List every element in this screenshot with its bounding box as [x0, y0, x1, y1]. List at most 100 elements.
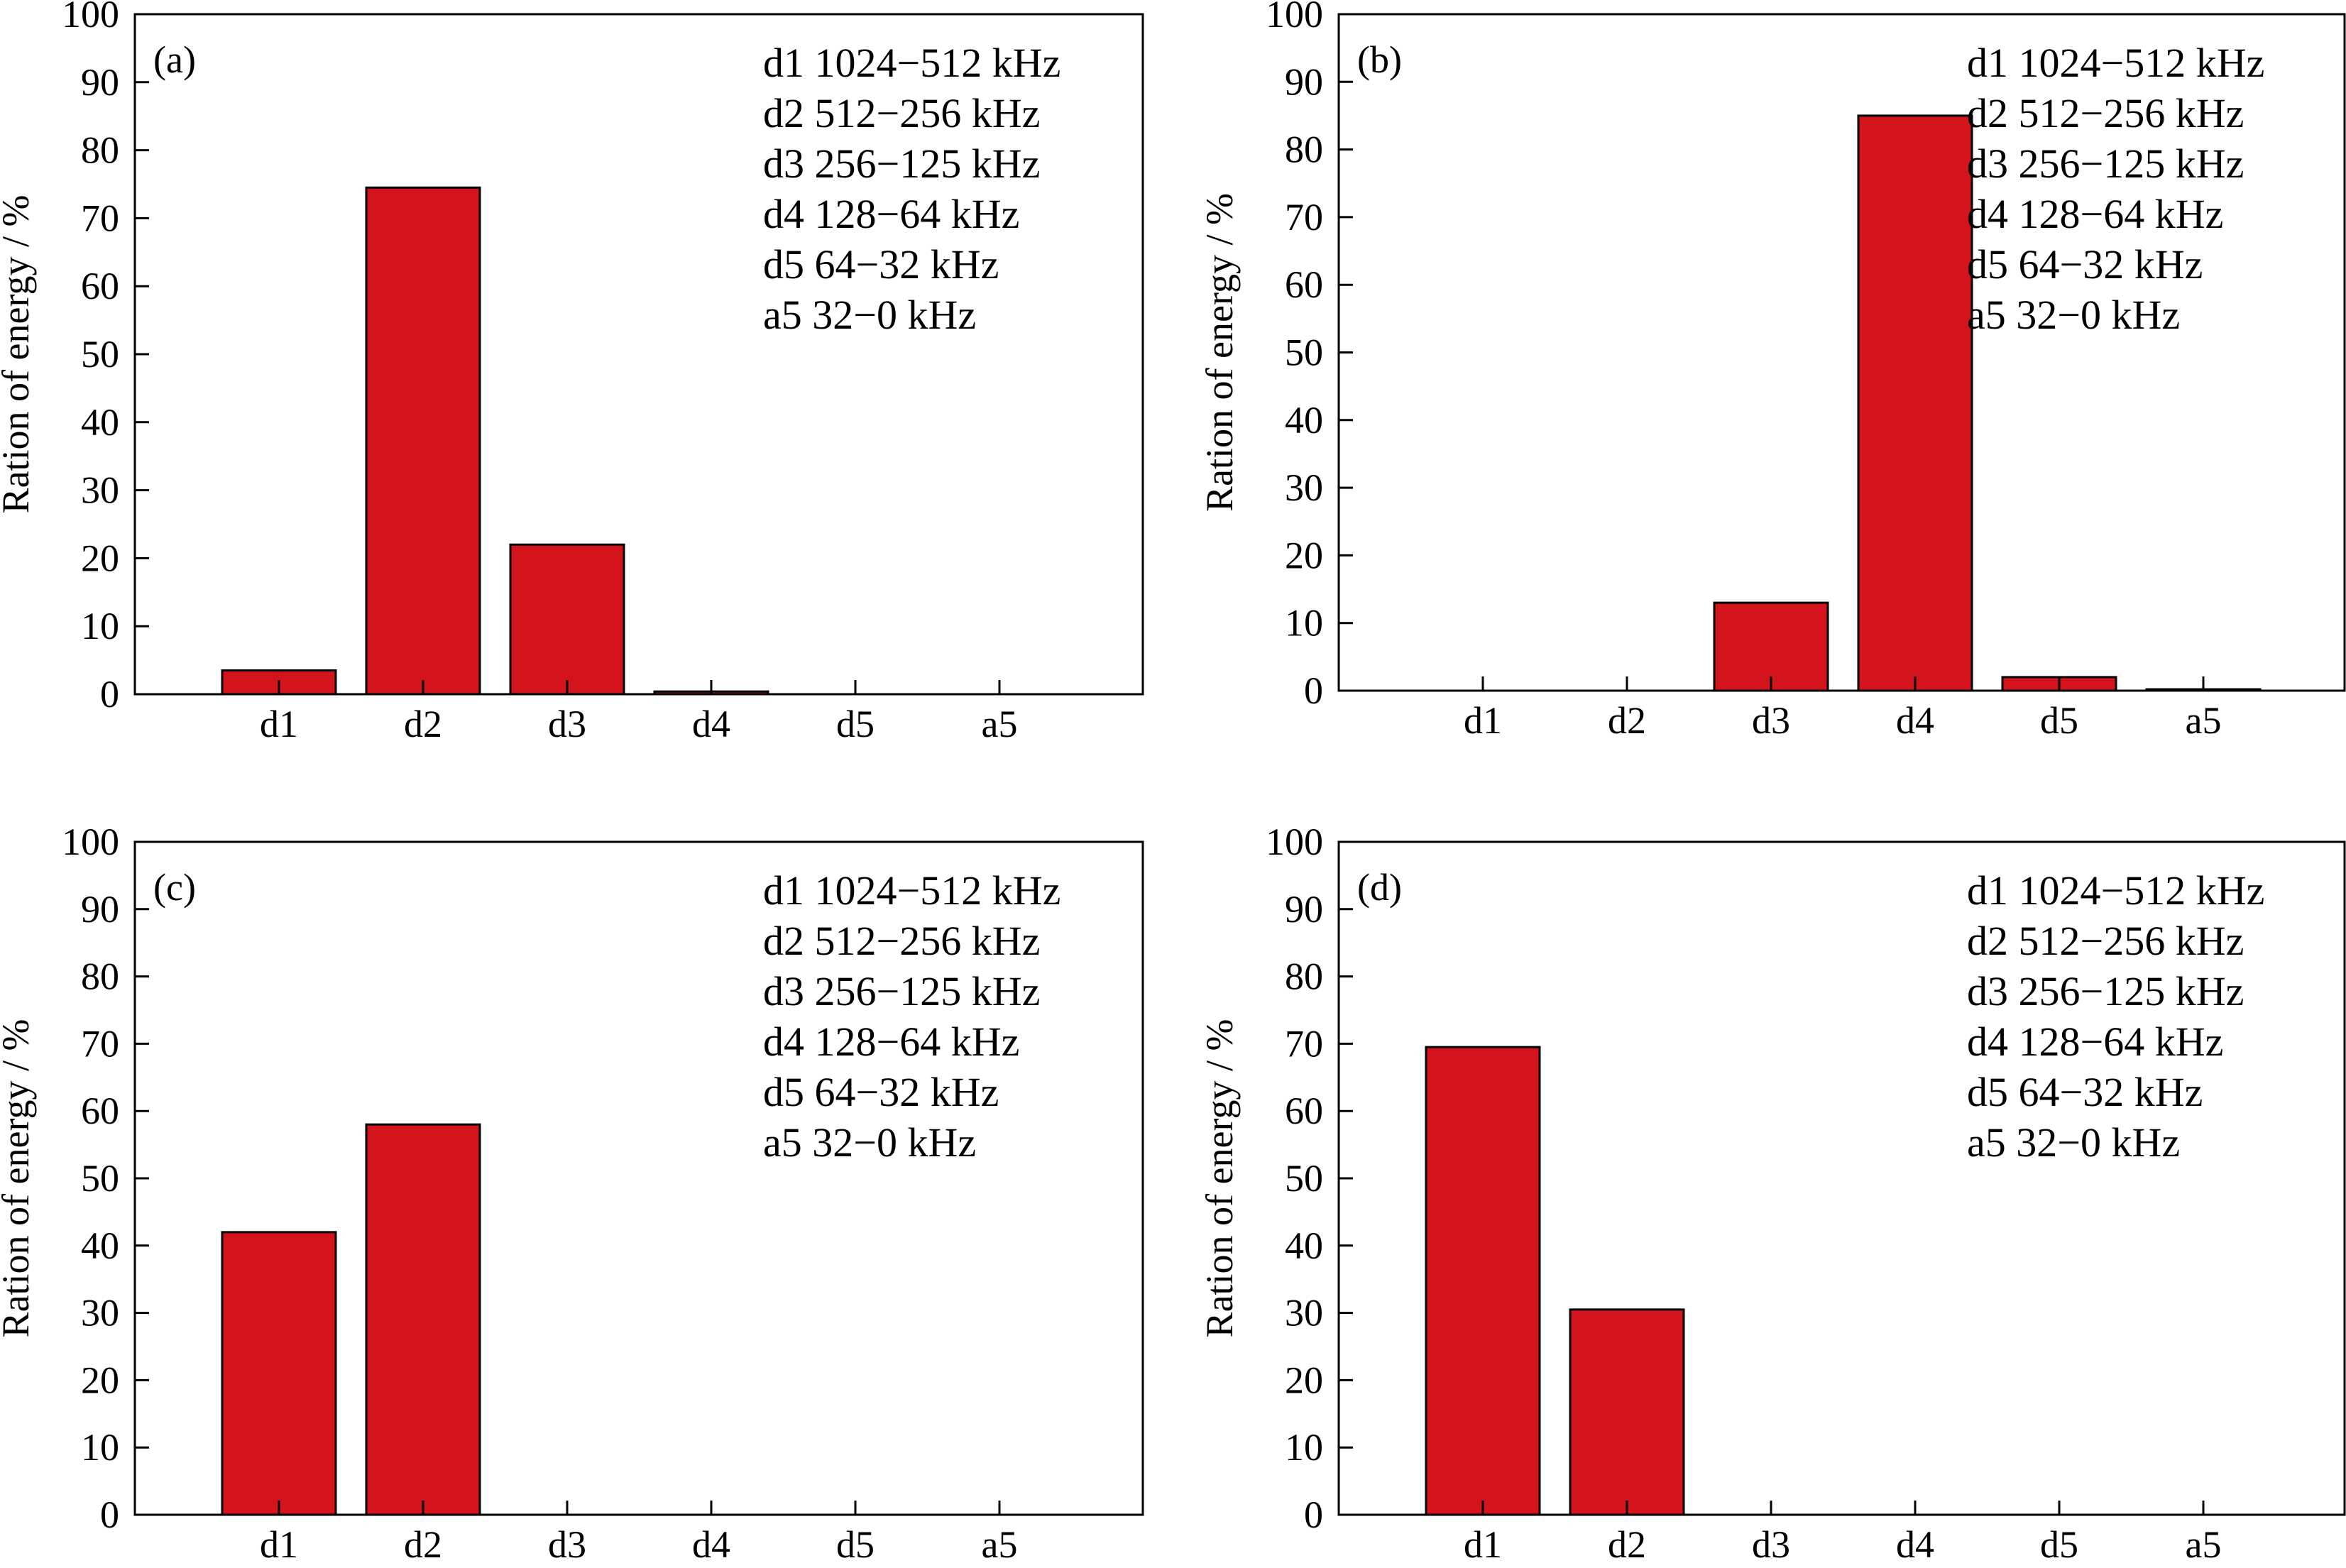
legend-entry: a5 32−0 kHz — [1967, 1119, 2180, 1166]
y-tick-label: 20 — [81, 1359, 119, 1401]
legend-entry: d3 256−125 kHz — [763, 141, 1040, 187]
legend-entry: d2 512−256 kHz — [763, 918, 1040, 964]
y-axis-label: Ration of energy / % — [1198, 1019, 1241, 1338]
y-tick-label: 90 — [1285, 60, 1323, 103]
y-tick-label: 100 — [62, 821, 119, 863]
x-tick-label-a5: a5 — [982, 703, 1018, 745]
x-tick-label-d4: d4 — [692, 1523, 730, 1564]
y-tick-label: 10 — [1285, 602, 1323, 645]
legend-entry: a5 32−0 kHz — [763, 1119, 976, 1166]
y-tick-label: 70 — [1285, 196, 1323, 239]
y-tick-label: 90 — [1285, 888, 1323, 931]
y-tick-label: 40 — [1285, 1224, 1323, 1267]
chart-panel-1: 0 10 20 30 40 50 60 70 80 90 100 d1 d2 d3 d4 d5 a5 Ration… — [0, 0, 1144, 745]
y-tick-label: 80 — [81, 129, 119, 172]
x-tick-label-d1: d1 — [1464, 1523, 1502, 1564]
y-tick-label: 70 — [1285, 1022, 1323, 1065]
y-tick-label: 60 — [81, 265, 119, 307]
y-tick-label: 0 — [1304, 669, 1323, 712]
x-tick-label-d1: d1 — [260, 703, 298, 745]
legend-entry: d1 1024−512 kHz — [763, 40, 1060, 86]
x-tick-label-d5: d5 — [836, 703, 875, 745]
legend-entry: a5 32−0 kHz — [1967, 292, 2180, 338]
y-tick-label: 50 — [81, 1157, 119, 1200]
legend-entry: d1 1024−512 kHz — [1967, 40, 2264, 86]
legend-entry: d2 512−256 kHz — [1967, 90, 2244, 136]
legend-entry: d4 128−64 kHz — [763, 191, 1019, 237]
x-tick-label-d4: d4 — [1896, 699, 1934, 742]
x-tick-label-d3: d3 — [548, 1523, 586, 1564]
x-tick-label-d3: d3 — [548, 703, 586, 745]
y-tick-label: 50 — [1285, 1157, 1323, 1200]
y-tick-label: 100 — [62, 0, 119, 35]
y-tick-label: 0 — [1304, 1493, 1323, 1536]
y-tick-label: 30 — [81, 469, 119, 512]
legend-entry: d3 256−125 kHz — [763, 968, 1040, 1014]
legend-entry: d2 512−256 kHz — [1967, 918, 2244, 964]
y-tick-label: 100 — [1266, 0, 1323, 35]
x-tick-label-d1: d1 — [260, 1523, 298, 1564]
y-tick-label: 100 — [1266, 821, 1323, 863]
y-tick-label: 60 — [1285, 1090, 1323, 1132]
y-tick-label: 80 — [1285, 128, 1323, 171]
legend-entry: d5 64−32 kHz — [1967, 241, 2203, 287]
y-tick-label: 20 — [1285, 534, 1323, 576]
chart-panel-3: 0 10 20 30 40 50 60 70 80 90 100 d1 d2 d3 d4 d5 a5 Ration… — [0, 821, 1144, 1566]
y-tick-label: 50 — [81, 333, 119, 375]
legend-entry: d5 64−32 kHz — [763, 1069, 999, 1115]
legend-entry: d4 128−64 kHz — [1967, 191, 2223, 237]
legend-entry: d3 256−125 kHz — [1967, 141, 2244, 187]
panel-label: (a) — [153, 38, 196, 81]
y-tick-label: 10 — [1285, 1426, 1323, 1469]
y-axis-label: Ration of energy / % — [0, 195, 37, 514]
y-tick-label: 30 — [81, 1292, 119, 1334]
y-tick-label: 80 — [1285, 955, 1323, 998]
y-tick-label: 0 — [100, 673, 119, 716]
x-tick-label-d5: d5 — [836, 1523, 875, 1564]
x-tick-label-d3: d3 — [1752, 699, 1790, 742]
legend-entry: d4 128−64 kHz — [1967, 1019, 2223, 1065]
bar-d2 — [365, 1123, 481, 1516]
x-tick-label-d3: d3 — [1752, 1523, 1790, 1564]
y-tick-label: 30 — [1285, 1292, 1323, 1334]
y-axis-label: Ration of energy / % — [0, 1019, 37, 1338]
y-tick-label: 40 — [81, 401, 119, 444]
legend-entry: d2 512−256 kHz — [763, 90, 1040, 136]
x-tick-label-a5: a5 — [2186, 699, 2222, 742]
x-tick-label-d4: d4 — [692, 703, 730, 745]
y-tick-label: 30 — [1285, 466, 1323, 509]
panel-label: (c) — [153, 866, 196, 909]
y-tick-label: 10 — [81, 605, 119, 647]
x-tick-label-d2: d2 — [404, 1523, 442, 1564]
x-tick-label-d1: d1 — [1464, 699, 1502, 742]
x-tick-label-a5: a5 — [2186, 1523, 2222, 1564]
legend-entry: a5 32−0 kHz — [763, 292, 976, 338]
bar-d1 — [1425, 1046, 1541, 1516]
panel-label: (d) — [1357, 866, 1402, 909]
legend-entry: d4 128−64 kHz — [763, 1019, 1019, 1065]
y-tick-label: 70 — [81, 197, 119, 239]
legend-entry: d1 1024−512 kHz — [763, 867, 1060, 914]
y-tick-label: 50 — [1285, 331, 1323, 374]
x-tick-label-d5: d5 — [2040, 699, 2078, 742]
bar-d3 — [1713, 601, 1829, 692]
panel-label: (b) — [1357, 38, 1402, 81]
x-tick-label-a5: a5 — [982, 1523, 1018, 1564]
y-tick-label: 60 — [1285, 263, 1323, 306]
bar-d2 — [365, 186, 481, 696]
y-tick-label: 40 — [1285, 399, 1323, 442]
legend-entry: d1 1024−512 kHz — [1967, 867, 2264, 914]
y-tick-label: 60 — [81, 1090, 119, 1132]
y-tick-label: 20 — [1285, 1359, 1323, 1401]
bar-d4 — [1857, 114, 1973, 692]
bar-d3 — [509, 543, 625, 696]
y-tick-label: 90 — [81, 888, 119, 931]
x-tick-label-d5: d5 — [2040, 1523, 2078, 1564]
chart-panel-2: 0 10 20 30 40 50 60 70 80 90 100 d1 d2 d3 d4 d5 a5 Ration… — [1198, 0, 2346, 742]
legend-entry: d5 64−32 kHz — [763, 241, 999, 287]
y-tick-label: 20 — [81, 537, 119, 579]
bar-d2 — [1569, 1308, 1685, 1516]
chart-panel-4: 0 10 20 30 40 50 60 70 80 90 100 d1 d2 d3 d4 d5 a5 Ration… — [1198, 821, 2346, 1566]
